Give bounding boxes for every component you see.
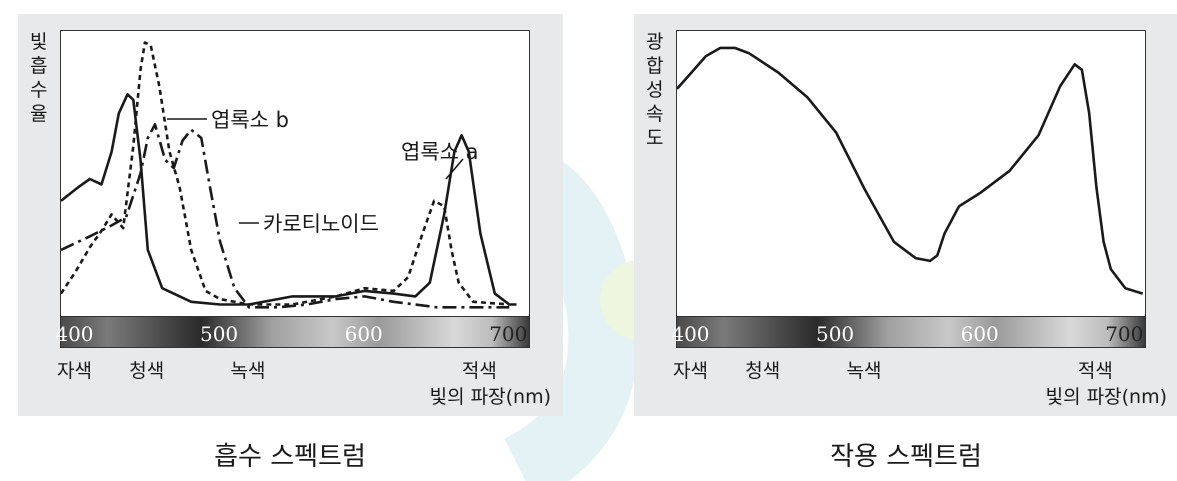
y-axis-label: 광합성 속도 xyxy=(646,31,664,149)
x-axis-label: 빛의 파장(nm) xyxy=(1045,386,1167,408)
x-tick-label: 600 xyxy=(344,322,383,346)
color-name-label: 적색 xyxy=(1077,360,1113,382)
action-spectrum-panel: 광합성 속도 400 500 600 700 자색 청색 녹색 적색 빛의 파장(nm) xyxy=(634,14,1177,416)
x-tick-label: 400 xyxy=(671,322,710,346)
color-name-label: 적색 xyxy=(461,360,497,382)
chart-title: 흡수 스펙트럼 xyxy=(214,442,366,472)
series-label-chl-a: 엽록소 a xyxy=(401,140,479,164)
x-tick-label: 600 xyxy=(960,322,999,346)
x-tick-label: 700 xyxy=(1105,322,1144,346)
chart-title: 작용 스펙트럼 xyxy=(830,442,982,472)
x-tick-label: 500 xyxy=(815,322,855,346)
absorption-chart-svg: 엽록소 b 엽록소 a 카로티노이드 xyxy=(61,41,517,309)
color-name-label: 자색 xyxy=(672,360,708,382)
x-tick-label: 400 xyxy=(55,322,94,346)
series-label-carotenoid: 카로티노이드 xyxy=(263,212,379,236)
series-line-2 xyxy=(61,123,510,309)
action-chart-svg xyxy=(677,46,1144,295)
spectrum-color-bar xyxy=(60,317,530,348)
y-axis-label: 빛 흡수율 xyxy=(30,31,48,125)
series-label-chl-b: 엽록소 b xyxy=(211,108,289,132)
leader-chl-a xyxy=(445,158,464,180)
color-name-label: 녹색 xyxy=(230,360,266,382)
plot-area xyxy=(676,30,1146,317)
series-line-0 xyxy=(61,92,517,306)
x-tick-label: 500 xyxy=(199,322,239,346)
x-tick-label: 700 xyxy=(489,322,528,346)
color-name-label: 녹색 xyxy=(846,360,882,382)
x-axis-label: 빛의 파장(nm) xyxy=(429,386,551,408)
series-line-1 xyxy=(61,41,510,306)
series-line-0 xyxy=(677,46,1144,295)
absorption-spectrum-panel: 빛 흡수율 엽록소 b 엽록소 a 카로티노이드 400 500 600 700 자색… xyxy=(18,14,563,416)
spectrum-color-bar xyxy=(676,317,1146,348)
color-name-label: 자색 xyxy=(56,360,92,382)
color-name-label: 청색 xyxy=(745,360,781,382)
plot-area: 엽록소 b 엽록소 a 카로티노이드 xyxy=(60,30,530,317)
color-name-label: 청색 xyxy=(129,360,165,382)
